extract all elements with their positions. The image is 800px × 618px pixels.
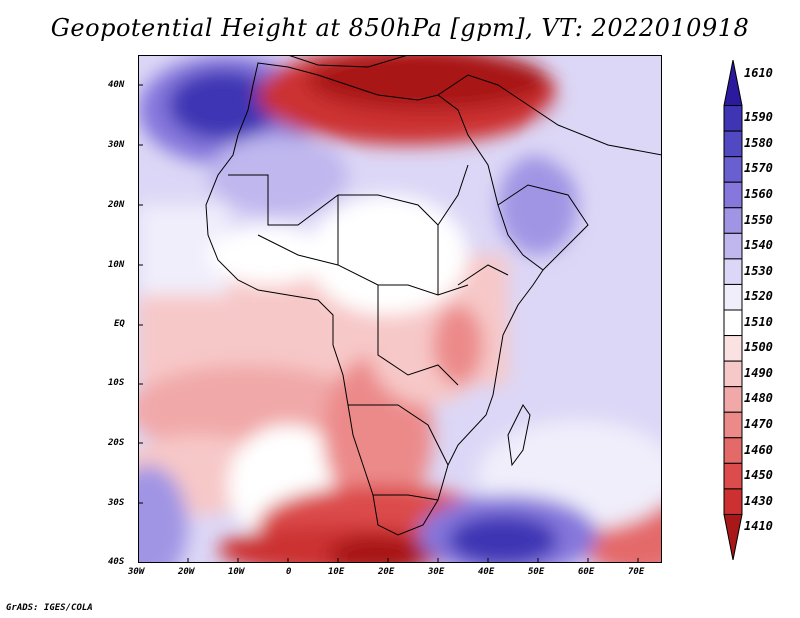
colorbar-level-label: 1460	[744, 442, 773, 457]
colorbar-swatch	[723, 488, 743, 515]
colorbar-level-label: 1450	[744, 468, 773, 483]
lat-label: 20N	[108, 200, 125, 210]
colorbar-level-label: 1580	[744, 135, 773, 150]
lat-label: EQ	[114, 319, 125, 329]
axis-ticks	[138, 84, 639, 563]
colorbar-level-label: 1480	[744, 391, 773, 406]
colorbar-swatch	[723, 386, 743, 413]
lon-label: 50E	[528, 567, 545, 577]
colorbar-swatch	[723, 105, 743, 132]
colorbar-swatch	[723, 181, 743, 209]
lon-label: 60E	[578, 567, 595, 577]
colorbar-swatch	[723, 437, 743, 464]
colorbar-level-label: 1530	[744, 263, 773, 278]
coastlines	[205, 55, 662, 536]
colorbar-level-label: 1500	[744, 340, 773, 355]
height-field-shading	[138, 55, 662, 563]
colorbar-level-label: 1490	[744, 365, 773, 380]
lon-label: 0	[286, 567, 292, 577]
lon-label: 10E	[328, 567, 345, 577]
lat-label: 30N	[108, 140, 125, 150]
colorbar-level-label: 1520	[744, 289, 773, 304]
lat-label: 40N	[108, 80, 125, 90]
colorbar-level-label: 1590	[744, 110, 773, 125]
geopotential-map	[138, 55, 662, 563]
colorbar-swatch	[723, 411, 743, 439]
colorbar-swatch	[723, 258, 743, 285]
lat-label: 30S	[108, 498, 125, 508]
colorbar: 1610 1590 1580 1570 1560 1550 1540 1530 1520 1510…	[723, 60, 797, 560]
colorbar-swatch	[723, 309, 743, 337]
lon-label: 30E	[428, 567, 445, 577]
map-title: Geopotential Height at 850hPa [gpm], VT:…	[50, 14, 750, 42]
colorbar-swatch	[723, 462, 743, 490]
colorbar-swatch	[723, 335, 743, 362]
colorbar-level-label: 1430	[744, 493, 773, 508]
colorbar-level-label: 1410	[744, 519, 773, 534]
map-frame	[138, 55, 662, 563]
lat-label: 20S	[108, 438, 125, 448]
lon-label: 30W	[128, 567, 145, 577]
lon-label: 20E	[378, 567, 395, 577]
colorbar-swatch	[723, 60, 743, 107]
colorbar-swatch	[723, 360, 743, 388]
colorbar-level-label: 1560	[744, 187, 773, 201]
colorbar-swatch	[723, 513, 743, 560]
colorbar-swatch	[723, 283, 743, 311]
colorbar-swatch	[723, 207, 743, 234]
lat-label: 10N	[108, 260, 125, 270]
lon-label: 70E	[628, 567, 645, 577]
lon-label: 40E	[478, 567, 495, 577]
lon-label: 10W	[228, 567, 245, 577]
colorbar-level-label: 1470	[744, 417, 773, 431]
colorbar-level-label: 1550	[744, 212, 773, 227]
colorbar-swatch	[723, 156, 743, 183]
lat-label: 40S	[108, 557, 125, 567]
colorbar-level-label: 1610	[744, 66, 773, 80]
colorbar-level-label: 1540	[744, 238, 773, 253]
map-panel	[138, 55, 662, 563]
colorbar-swatch	[723, 232, 743, 260]
colorbar-swatch	[723, 130, 743, 158]
colorbar-level-label: 1510	[744, 314, 773, 329]
colorbar-level-label: 1570	[744, 161, 773, 176]
lat-label: 10S	[108, 378, 125, 388]
credit-text: GrADS: IGES/COLA	[6, 603, 93, 613]
lon-label: 20W	[178, 567, 195, 577]
colorbar-swatches	[723, 60, 743, 560]
